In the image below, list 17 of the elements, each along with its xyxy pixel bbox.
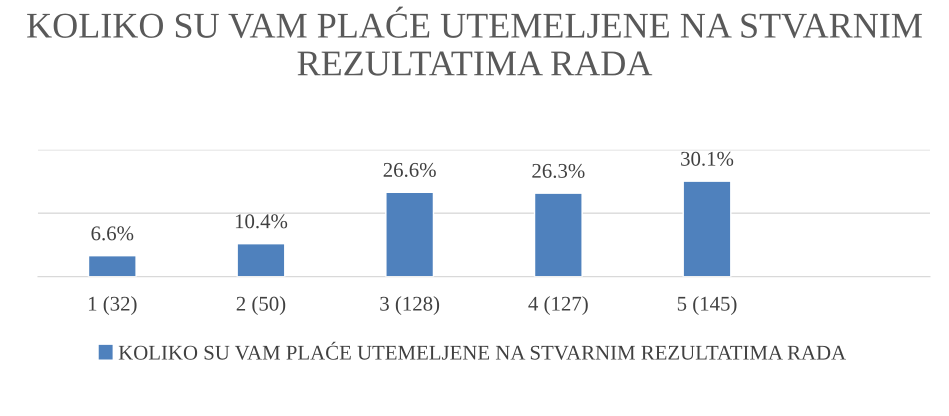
bar xyxy=(534,192,583,277)
x-tick-label: 1 (32) xyxy=(88,296,137,315)
bar xyxy=(88,255,137,277)
bar xyxy=(385,192,434,277)
data-label: 26.3% xyxy=(532,164,585,178)
x-tick-label: 3 (128) xyxy=(380,296,440,315)
x-tick-label: 5 (145) xyxy=(678,296,736,315)
x-tick-label: 2 (50) xyxy=(236,296,286,315)
data-label: 26.6% xyxy=(384,162,436,178)
x-tick-label: 4 (127) xyxy=(528,296,588,315)
data-label: 10.4% xyxy=(236,214,288,228)
bar xyxy=(236,242,286,277)
data-label: 6.6% xyxy=(91,226,134,240)
legend-label: KOLIKO SU VAM PLAĆE UTEMELJENE NA STVARNIM REZULTATIMA RADA xyxy=(118,342,846,360)
data-label: 30.1% xyxy=(681,152,734,166)
chart-title: KOLIKO SU VAM PLAĆE UTEMELJENE NA STVARNIM REZULTATIMA RADA xyxy=(27,6,922,76)
bar xyxy=(682,180,732,277)
